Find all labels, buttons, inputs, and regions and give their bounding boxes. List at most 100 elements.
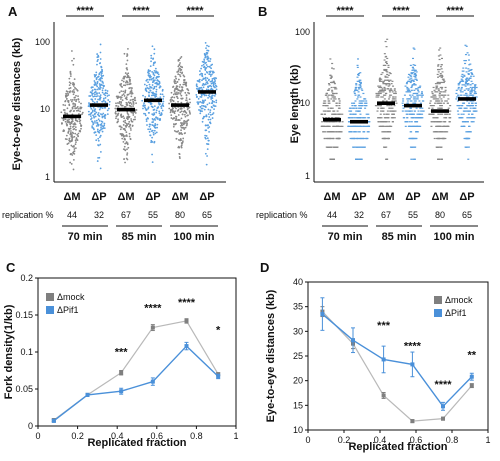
panel-a-dot <box>177 59 180 61</box>
panel-b-dot <box>381 107 384 109</box>
panel-a-dot <box>178 64 181 67</box>
panel-b-dot <box>328 125 331 127</box>
panel-b-dot <box>467 89 470 91</box>
panel-a-dot <box>199 70 201 72</box>
panel-b-dot <box>441 94 444 96</box>
panel-b-dot <box>440 68 443 70</box>
panel-a-dot <box>175 107 177 110</box>
panel-a-dot <box>180 146 183 149</box>
panel-a-dot <box>63 129 65 132</box>
panel-b-dot <box>380 86 383 89</box>
panel-a-dot <box>181 127 184 129</box>
panel-a-dot <box>152 133 155 136</box>
panel-a-dot <box>116 95 118 98</box>
panel-b-dot <box>331 81 334 84</box>
panel-a-dot <box>173 89 176 92</box>
panel-a-dot <box>73 135 76 138</box>
panel-a-dot <box>95 111 98 114</box>
panel-b-dot <box>352 113 355 115</box>
panel-a-replication-value: 67 <box>121 210 131 220</box>
panel-a-dot <box>131 125 134 127</box>
panel-b-dot <box>465 88 468 90</box>
panel-b-dot <box>330 146 333 148</box>
panel-a-dot <box>67 130 70 133</box>
panel-b-dot <box>380 73 383 76</box>
panel-b-dot <box>380 125 383 127</box>
panel-a-dot <box>69 133 72 136</box>
panel-b-dot <box>419 102 422 104</box>
panel-b-dot <box>410 121 413 123</box>
panel-a-dot <box>126 67 128 69</box>
panel-b-dot <box>386 76 389 78</box>
panel-a-dot <box>69 161 72 164</box>
panel-a-dot <box>120 104 123 107</box>
panel-b-dot <box>382 100 385 102</box>
panel-a-dot <box>122 93 125 96</box>
panel-a-dot <box>209 122 212 125</box>
panel-a-dot <box>103 122 106 125</box>
panel-b-dot <box>466 110 469 112</box>
panel-b-dot <box>335 92 338 95</box>
panel-b-dot <box>444 113 447 115</box>
panel-b-dot <box>417 110 420 112</box>
panel-b-dot <box>361 146 364 148</box>
panel-a-dot <box>213 108 215 111</box>
panel-b-dot <box>333 121 336 123</box>
panel-a-median-bar <box>144 98 162 103</box>
panel-a-dot <box>125 96 128 99</box>
panel-b-dot <box>386 71 389 73</box>
panel-d-legend-pif: ΔPif1 <box>445 308 467 318</box>
panel-a-dot <box>70 98 72 101</box>
panel-d-point-mock <box>381 393 386 398</box>
panel-b-dot <box>434 94 437 96</box>
panel-a-dot <box>144 95 147 98</box>
panel-b-median-bar <box>323 117 341 122</box>
panel-a-dot <box>97 144 99 146</box>
panel-c-sig-annotation: * <box>216 325 221 337</box>
panel-a-dot <box>204 152 207 155</box>
panel-a-dot <box>81 111 84 114</box>
panel-b-dot <box>473 86 476 89</box>
panel-b-dot <box>465 79 468 81</box>
panel-b-dot <box>432 105 435 107</box>
panel-a-dot <box>76 133 79 136</box>
panel-a-dot <box>124 89 127 92</box>
panel-b-dot <box>355 158 358 160</box>
panel-b-dot <box>380 89 383 91</box>
panel-b-dot <box>469 117 472 119</box>
panel-b-dot <box>461 105 464 107</box>
panel-b-dot <box>465 67 468 69</box>
panel-d-point-mock <box>441 416 445 421</box>
panel-a-dot <box>104 101 107 104</box>
panel-a-category: ΔM <box>117 191 134 203</box>
panel-a-dot <box>123 145 126 148</box>
panel-b-dot <box>467 73 470 76</box>
panel-b-dot <box>325 146 328 148</box>
panel-a-dot <box>71 138 74 140</box>
panel-b-dot <box>436 102 439 104</box>
panel-b-dot <box>412 79 415 81</box>
panel-a-dot <box>179 75 182 78</box>
panel-a-medians <box>63 90 216 119</box>
panel-b-dot <box>458 81 461 84</box>
panel-a-dot <box>69 90 72 93</box>
panel-a-dot <box>123 148 126 151</box>
panel-b-dot <box>405 91 408 93</box>
panel-b-dot <box>416 98 419 100</box>
panel-a-dot <box>177 73 180 76</box>
panel-a-dot <box>202 63 205 66</box>
panel-a-dot <box>126 76 128 79</box>
panel-a-dot <box>144 87 147 90</box>
panel-a-dot <box>106 113 109 115</box>
panel-b-dot <box>466 100 469 102</box>
panel-a-dot <box>78 101 81 103</box>
panel-a-dot <box>183 120 185 122</box>
panel-b-dot <box>354 88 357 90</box>
panel-a-dot <box>204 137 207 140</box>
panel-b-dot <box>468 110 471 112</box>
panel-a-dot <box>178 73 181 76</box>
panel-a-dot <box>71 135 73 138</box>
panel-b-dot <box>384 131 387 133</box>
panel-a-dot <box>145 79 148 82</box>
panel-a-dot <box>200 107 203 110</box>
